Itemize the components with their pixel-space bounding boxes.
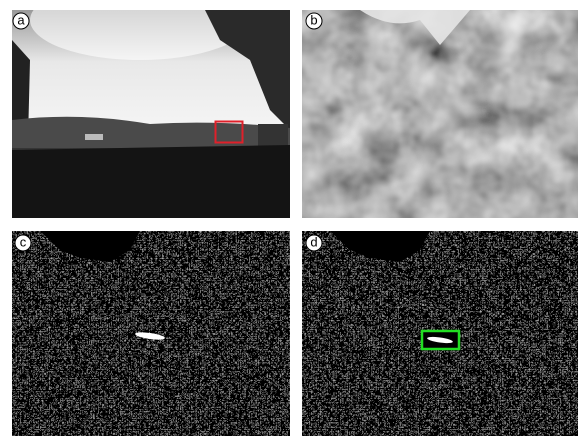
panel-c: c [12,231,290,436]
panel-d: d [302,231,578,436]
panel-b: b [302,10,578,218]
figure: a b c d [0,0,578,436]
panel-label: c [20,235,27,250]
panel-label: d [310,235,317,250]
panel-label: a [17,13,25,28]
panel-label: b [310,13,317,28]
panel-a: a [12,0,290,218]
